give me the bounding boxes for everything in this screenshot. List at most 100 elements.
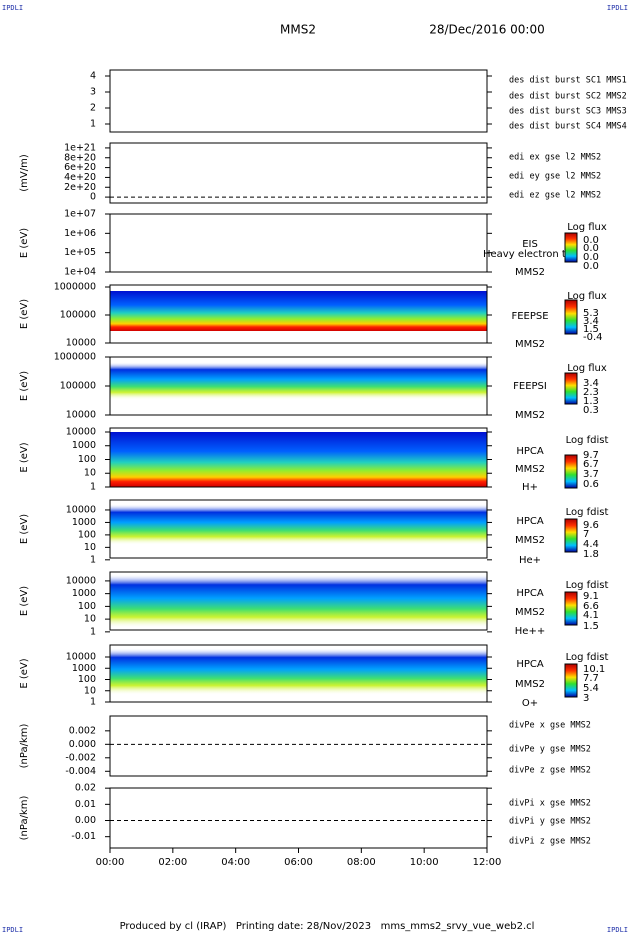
panel-label: HPCA — [516, 588, 544, 599]
y-tick-label: 100 — [78, 529, 96, 540]
legend-entry: des dist burst SC2 MMS2 — [509, 92, 627, 102]
y-tick-label: 1 — [90, 626, 96, 637]
panel-frame — [109, 499, 488, 559]
y-tick-label: 100000 — [60, 381, 96, 392]
panel-label: FEEPSE — [511, 311, 548, 322]
y-tick-label: 1000 — [72, 440, 96, 451]
y-tick-label: 10000 — [66, 652, 96, 663]
panel-label: MMS2 — [515, 464, 545, 475]
legend-entry: divPe y gse MMS2 — [509, 745, 591, 755]
colorbar — [564, 454, 578, 489]
corner-label: IPDLI — [607, 4, 628, 12]
y-axis-label: E (eV) — [19, 514, 30, 544]
y-axis-label: (nPa/km) — [19, 724, 30, 769]
colorbar — [564, 518, 578, 553]
y-axis-label: E (eV) — [19, 586, 30, 616]
y-tick-label: 1000000 — [54, 352, 96, 363]
y-tick-label: 6e+20 — [64, 162, 96, 173]
colorbar-label: 0.0 — [583, 252, 599, 263]
date: 28/Dec/2016 00:00 — [429, 23, 545, 37]
colorbar-label: 1.3 — [583, 396, 599, 407]
colorbar-label: 7 — [583, 529, 589, 540]
y-tick-label: 3 — [90, 87, 96, 98]
colorbar-title: Log flux — [567, 363, 607, 374]
y-tick-label: 10000 — [66, 410, 96, 421]
colorbar-label: 9.1 — [583, 591, 599, 602]
y-tick-label: 0.002 — [69, 725, 96, 736]
panel-frame — [109, 142, 488, 204]
x-tick-label: 08:00 — [347, 857, 376, 868]
y-tick-label: 100 — [78, 454, 96, 465]
y-tick-label: 1000 — [72, 588, 96, 599]
legend-entry: edi ez gse l2 MMS2 — [509, 191, 601, 201]
y-tick-label: 0.01 — [75, 799, 96, 810]
y-tick-label: -0.002 — [65, 752, 96, 763]
panel-label: HPCA — [516, 516, 544, 527]
y-tick-label: 10 — [84, 614, 96, 625]
colorbar-title: Log flux — [567, 222, 607, 233]
colorbar-label: 5.3 — [583, 308, 599, 319]
x-tick-label: 04:00 — [221, 857, 250, 868]
legend-entry: divPi y gse MMS2 — [509, 817, 591, 827]
y-axis-label: E (eV) — [19, 371, 30, 401]
y-tick-label: 100000 — [60, 310, 96, 321]
legend-entry: divPi z gse MMS2 — [509, 837, 591, 847]
y-tick-label: 0.000 — [69, 739, 96, 750]
panel-label: FEEPSI — [513, 381, 547, 392]
colorbar-label: 4.1 — [583, 610, 599, 621]
y-axis-label: E (eV) — [19, 658, 30, 688]
colorbar — [564, 299, 578, 335]
y-tick-label: 1 — [90, 554, 96, 565]
y-axis-label: E (eV) — [19, 228, 30, 258]
colorbar-label: 0.6 — [583, 479, 599, 490]
y-tick-label: -0.01 — [71, 831, 96, 842]
panel-label: He+ — [519, 555, 541, 566]
panel-frame — [109, 715, 488, 777]
y-tick-label: 10000 — [66, 504, 96, 515]
y-tick-label: 10000 — [66, 338, 96, 349]
y-tick-label: 4e+20 — [64, 172, 96, 183]
legend-entry: divPi x gse MMS2 — [509, 799, 591, 809]
panel-label: HPCA — [516, 659, 544, 670]
y-tick-label: 1e+21 — [64, 142, 96, 153]
y-tick-label: 10000 — [66, 426, 96, 437]
colorbar-label: 0.0 — [583, 243, 599, 254]
colorbar-title: Log fdist — [566, 435, 609, 446]
colorbar — [564, 232, 578, 263]
title: MMS2 — [280, 23, 316, 37]
footer: Produced by cl (IRAP) Printing date: 28/… — [120, 921, 535, 932]
x-tick-label: 02:00 — [158, 857, 187, 868]
y-tick-label: 8e+20 — [64, 152, 96, 163]
panel-label: MMS2 — [515, 679, 545, 690]
spectrogram-fill — [110, 648, 487, 695]
panel-label: EIS — [522, 239, 538, 250]
x-tick-label: 12:00 — [473, 857, 502, 868]
colorbar-title: Log flux — [567, 291, 607, 302]
y-tick-label: 10000 — [66, 575, 96, 586]
panel-label: MMS2 — [515, 535, 545, 546]
colorbar-title: Log fdist — [566, 580, 609, 591]
legend-entry: des dist burst SC4 MMS4 — [509, 122, 627, 132]
panel-label: O+ — [522, 698, 538, 709]
colorbar-label: 0.3 — [583, 405, 599, 416]
y-tick-label: 1000 — [72, 517, 96, 528]
colorbar-label: 1.5 — [583, 324, 599, 335]
colorbar-label: 1.8 — [583, 549, 599, 560]
colorbar — [564, 591, 578, 626]
colorbar-title: Log fdist — [566, 652, 609, 663]
x-tick-label: 10:00 — [410, 857, 439, 868]
colorbar-label: 7.7 — [583, 673, 599, 684]
colorbar-label: 6.6 — [583, 601, 599, 612]
panel-frame — [109, 571, 488, 631]
corner-label: IPDLI — [607, 926, 628, 934]
panel-frame — [109, 213, 488, 273]
y-tick-label: 100 — [78, 674, 96, 685]
y-tick-label: 2e+20 — [64, 182, 96, 193]
colorbar-label: 3 — [583, 693, 589, 704]
colorbar-label: 9.7 — [583, 450, 599, 461]
spectrogram-fill — [110, 574, 487, 628]
y-tick-label: 1 — [90, 697, 96, 708]
y-tick-label: 10 — [84, 685, 96, 696]
x-tick-label: 06:00 — [284, 857, 313, 868]
y-axis-label: E (eV) — [19, 299, 30, 329]
